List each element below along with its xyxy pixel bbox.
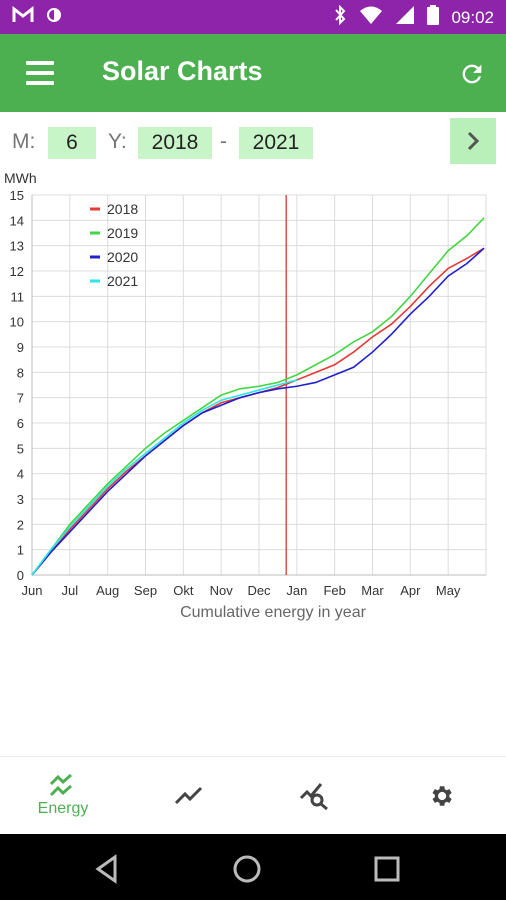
y-tick-label: 7 xyxy=(17,391,24,406)
y-tick-label: 8 xyxy=(17,365,24,380)
y-tick-label: 10 xyxy=(10,315,24,330)
x-tick-label: Nov xyxy=(210,583,234,598)
back-icon[interactable] xyxy=(90,852,124,886)
series-line-2021 xyxy=(31,379,298,576)
y-tick-label: 9 xyxy=(17,340,24,355)
nav-energy-label: Energy xyxy=(37,800,89,817)
bottom-navigation: Energy xyxy=(0,756,506,835)
nav-chart-search[interactable] xyxy=(252,757,378,835)
chart-search-icon xyxy=(299,783,328,810)
energy-trend-icon xyxy=(49,774,72,797)
wifi-icon xyxy=(359,5,383,30)
line-chart-icon xyxy=(174,786,203,805)
nav-settings[interactable] xyxy=(378,757,504,835)
y-tick-label: 5 xyxy=(17,441,24,456)
data-saver-icon xyxy=(46,7,62,28)
x-tick-label: Jun xyxy=(22,583,43,598)
series-line-2020 xyxy=(31,247,485,576)
y-tick-label: 13 xyxy=(10,239,24,254)
recents-icon[interactable] xyxy=(370,852,404,886)
x-tick-label: May xyxy=(436,583,461,598)
app-title: Solar Charts xyxy=(102,56,263,86)
series-line-2019 xyxy=(31,217,485,576)
y-tick-label: 4 xyxy=(17,467,24,482)
legend-label-2020: 2020 xyxy=(107,249,138,265)
y-tick-label: 1 xyxy=(17,543,24,558)
y-tick-label: 11 xyxy=(11,289,25,304)
signal-icon xyxy=(395,5,415,30)
chevron-right-icon xyxy=(467,131,480,151)
x-axis-title: Cumulative energy in year xyxy=(180,604,367,621)
y-tick-label: 0 xyxy=(17,568,24,583)
series-line-2018 xyxy=(31,247,485,576)
x-tick-label: Feb xyxy=(323,583,345,598)
month-label: M: xyxy=(12,130,36,153)
next-button[interactable] xyxy=(450,118,496,164)
year-to-field[interactable]: 2021 xyxy=(239,127,313,159)
x-tick-label: Jul xyxy=(62,583,79,598)
bluetooth-icon xyxy=(333,4,347,30)
settings-gear-icon xyxy=(432,786,452,806)
gmail-icon xyxy=(12,5,34,29)
status-bar: 09:02 xyxy=(0,0,506,34)
y-tick-label: 15 xyxy=(10,188,24,203)
y-tick-label: 12 xyxy=(10,264,24,279)
legend-label-2021: 2021 xyxy=(107,273,138,289)
y-tick-label: 2 xyxy=(17,517,24,532)
y-tick-label: 3 xyxy=(17,492,24,507)
menu-icon[interactable] xyxy=(26,61,54,85)
x-tick-label: Mar xyxy=(361,583,384,598)
x-tick-label: Okt xyxy=(173,583,194,598)
legend-label-2018: 2018 xyxy=(107,201,138,217)
x-tick-label: Jan xyxy=(286,583,307,598)
clock-time: 09:02 xyxy=(451,7,494,27)
y-tick-label: 6 xyxy=(17,416,24,431)
month-field[interactable]: 6 xyxy=(48,127,96,159)
x-tick-label: Dec xyxy=(247,583,271,598)
x-tick-label: Sep xyxy=(134,583,157,598)
y-tick-label: 14 xyxy=(10,213,24,228)
energy-chart: 0 1 2 3 4 5 6 7 8 9 10 11 12 13 14 15 Jun Jul Aug Sep Okt Nov… xyxy=(0,168,506,628)
home-icon[interactable] xyxy=(230,852,264,886)
x-tick-label: Apr xyxy=(400,583,421,598)
x-tick-label: Aug xyxy=(96,583,119,598)
refresh-icon[interactable] xyxy=(458,60,486,88)
date-range-controls: M: 6 Y: 2018 - 2021 xyxy=(0,118,506,168)
legend-label-2019: 2019 xyxy=(107,225,138,241)
system-navigation-bar xyxy=(0,834,506,900)
nav-energy[interactable]: Energy xyxy=(0,757,126,835)
app-bar: Solar Charts xyxy=(0,34,506,112)
battery-icon xyxy=(427,5,440,30)
year-from-field[interactable]: 2018 xyxy=(138,127,212,159)
year-label: Y: xyxy=(108,130,127,153)
year-separator: - xyxy=(220,130,227,153)
nav-line-chart[interactable] xyxy=(126,757,252,835)
y-axis-title: MWh xyxy=(4,170,37,186)
